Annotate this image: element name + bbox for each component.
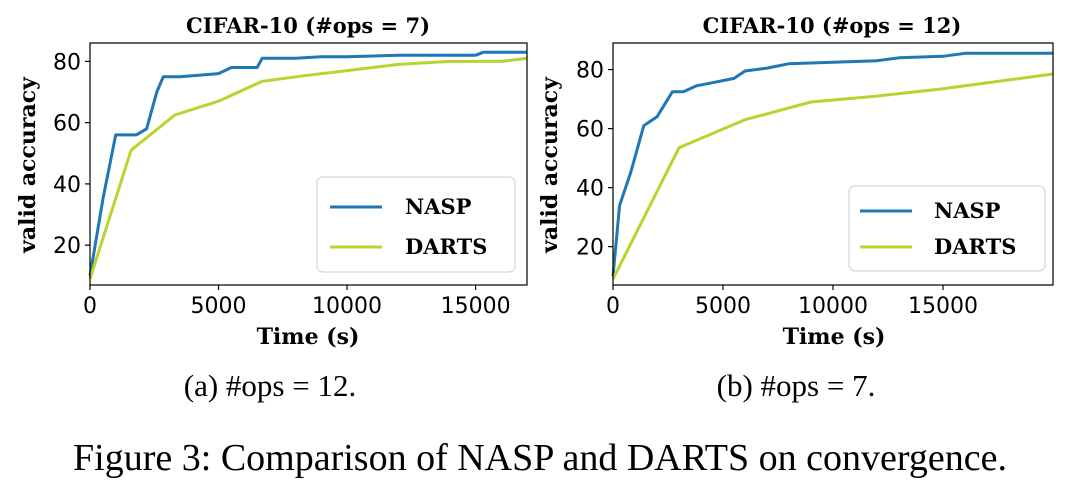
chart-a-ylabel: valid accuracy — [15, 76, 41, 254]
chart-b-ytick-label-40: 40 — [576, 177, 604, 202]
chart-b-ylabel: valid accuracy — [537, 76, 563, 254]
chart-a-xtick-label-0: 0 — [83, 294, 97, 319]
chart-b: CIFAR-10 (#ops = 12) valid accuracy Time… — [537, 13, 1054, 403]
chart-b-xtick-label-15000: 15000 — [908, 294, 978, 319]
chart-a-ytick-label-20: 20 — [53, 234, 81, 259]
chart-a-xtick-label-15000: 15000 — [441, 294, 511, 319]
chart-b-legend-label-nasp: NASP — [934, 198, 1001, 223]
chart-a-ytick-label-60: 60 — [53, 112, 81, 137]
chart-a-legend: NASP DARTS — [316, 176, 516, 273]
chart-a-ytick-label-80: 80 — [53, 50, 81, 75]
chart-a-plot-area — [89, 42, 528, 286]
chart-a: CIFAR-10 (#ops = 7) valid accuracy Time … — [15, 13, 528, 403]
chart-b-legend-label-darts: DARTS — [934, 234, 1016, 259]
figure-caption: Figure 3: Comparison of NASP and DARTS o… — [73, 437, 1007, 479]
chart-a-title: CIFAR-10 (#ops = 7) — [186, 13, 430, 38]
chart-b-xlabel: Time (s) — [783, 324, 886, 350]
chart-a-legend-label-darts: DARTS — [405, 234, 487, 259]
chart-a-xlabel: Time (s) — [257, 324, 360, 350]
chart-b-legend: NASP DARTS — [848, 185, 1046, 272]
chart-a-xtick-label-10000: 10000 — [312, 294, 382, 319]
chart-a-xtick-label-5000: 5000 — [191, 294, 247, 319]
chart-a-subcaption: (a) #ops = 12. — [184, 368, 356, 403]
chart-a-series-darts-line — [88, 56, 528, 280]
chart-b-title: CIFAR-10 (#ops = 12) — [703, 13, 962, 38]
chart-b-series-nasp-line — [611, 51, 1053, 277]
chart-b-ytick-label-20: 20 — [576, 236, 604, 261]
chart-a-legend-label-nasp: NASP — [405, 194, 472, 219]
chart-b-legend-box — [848, 185, 1046, 272]
chart-b-plot-area — [612, 42, 1054, 286]
chart-b-xtick-label-0: 0 — [606, 294, 620, 319]
chart-b-series-darts-line — [611, 72, 1054, 280]
chart-a-ytick-label-40: 40 — [53, 173, 81, 198]
chart-b-ytick-label-60: 60 — [576, 118, 604, 143]
chart-b-subcaption: (b) #ops = 7. — [717, 368, 876, 403]
chart-a-series-nasp-line — [88, 50, 527, 277]
chart-b-xtick-label-10000: 10000 — [798, 294, 868, 319]
chart-b-ytick-label-80: 80 — [576, 59, 604, 84]
chart-b-xtick-label-5000: 5000 — [695, 294, 751, 319]
